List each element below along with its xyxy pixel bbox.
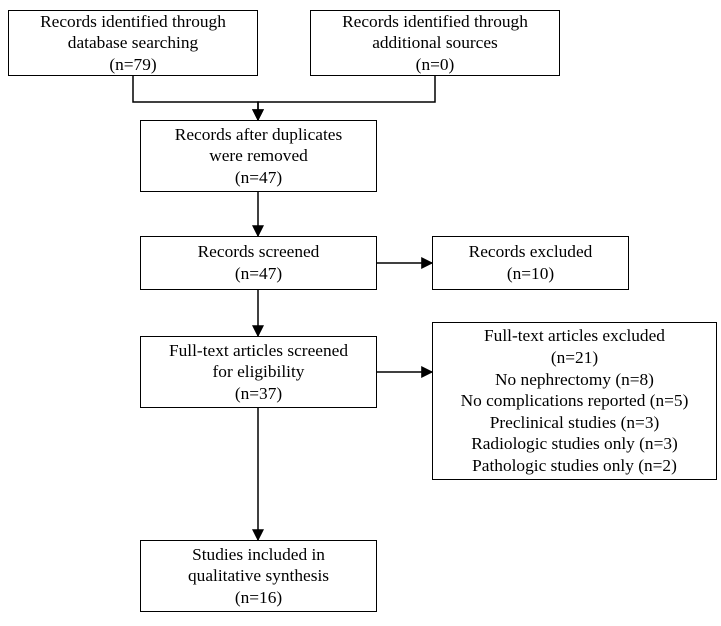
node-fulltext-screened: Full-text articles screenedfor eligibili… bbox=[140, 336, 377, 408]
node-text-line: Records after duplicates bbox=[175, 124, 342, 146]
node-text-line: (n=47) bbox=[235, 263, 282, 285]
node-text-line: qualitative synthesis bbox=[188, 565, 329, 587]
node-text-line: for eligibility bbox=[213, 361, 305, 383]
node-records-excluded: Records excluded(n=10) bbox=[432, 236, 629, 290]
node-text-line: additional sources bbox=[372, 32, 498, 54]
node-text-line: No nephrectomy (n=8) bbox=[495, 369, 654, 391]
node-text-line: (n=10) bbox=[507, 263, 554, 285]
flow-edge bbox=[133, 76, 258, 120]
flow-edge bbox=[258, 76, 435, 120]
node-fulltext-excluded: Full-text articles excluded(n=21)No neph… bbox=[432, 322, 717, 480]
node-text-line: No complications reported (n=5) bbox=[461, 390, 689, 412]
node-text-line: Full-text articles excluded bbox=[484, 325, 665, 347]
node-records-screened: Records screened(n=47) bbox=[140, 236, 377, 290]
node-text-line: (n=21) bbox=[551, 347, 598, 369]
node-text-line: Studies included in bbox=[192, 544, 325, 566]
node-text-line: Records excluded bbox=[469, 241, 593, 263]
node-text-line: Preclinical studies (n=3) bbox=[490, 412, 660, 434]
node-text-line: Full-text articles screened bbox=[169, 340, 348, 362]
node-text-line: (n=16) bbox=[235, 587, 282, 609]
node-text-line: (n=0) bbox=[416, 54, 455, 76]
node-text-line: Radiologic studies only (n=3) bbox=[471, 433, 678, 455]
node-text-line: (n=79) bbox=[109, 54, 156, 76]
node-text-line: Records identified through bbox=[40, 11, 226, 33]
node-after-duplicates: Records after duplicateswere removed(n=4… bbox=[140, 120, 377, 192]
node-studies-included: Studies included inqualitative synthesis… bbox=[140, 540, 377, 612]
node-identified-db: Records identified throughdatabase searc… bbox=[8, 10, 258, 76]
node-text-line: Records identified through bbox=[342, 11, 528, 33]
node-text-line: Pathologic studies only (n=2) bbox=[472, 455, 677, 477]
node-text-line: Records screened bbox=[198, 241, 320, 263]
node-text-line: (n=47) bbox=[235, 167, 282, 189]
node-text-line: were removed bbox=[209, 145, 308, 167]
node-text-line: database searching bbox=[68, 32, 198, 54]
flow-arrows bbox=[0, 0, 721, 626]
node-text-line: (n=37) bbox=[235, 383, 282, 405]
node-identified-other: Records identified throughadditional sou… bbox=[310, 10, 560, 76]
